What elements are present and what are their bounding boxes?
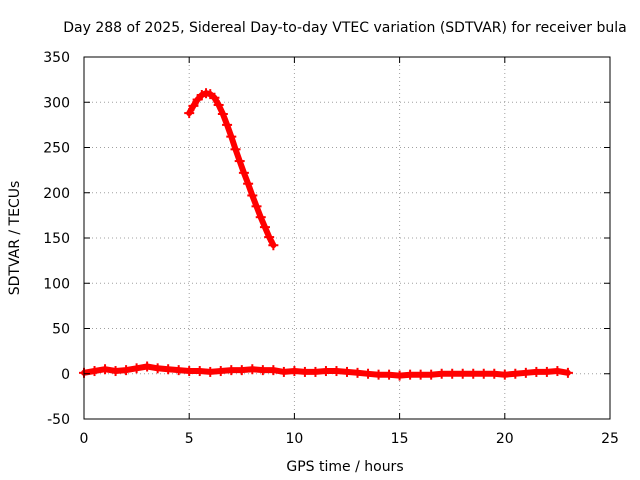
data-point — [510, 368, 521, 379]
data-point — [468, 368, 479, 379]
y-axis-label: SDTVAR / TECUs — [7, 181, 23, 296]
y-tick-label: 300 — [43, 95, 70, 111]
data-point — [541, 366, 552, 377]
data-point — [310, 366, 321, 377]
y-tick-label: -50 — [47, 412, 70, 428]
data-point — [236, 365, 247, 376]
y-tick-label: 50 — [52, 322, 70, 338]
data-point — [331, 366, 342, 377]
data-point — [100, 364, 111, 375]
data-point — [352, 367, 363, 378]
data-point — [247, 364, 258, 375]
data-point — [255, 212, 266, 223]
data-point — [562, 367, 573, 378]
data-point — [342, 366, 352, 377]
data-point — [363, 368, 374, 379]
data-point — [257, 365, 268, 376]
data-point — [373, 369, 384, 380]
data-point — [320, 366, 331, 377]
data-point — [436, 368, 447, 379]
y-tick-label: 250 — [43, 141, 70, 157]
data-point — [299, 366, 310, 377]
data-point — [289, 366, 300, 377]
x-axis-label: GPS time / hours — [286, 459, 403, 475]
data-point — [217, 109, 228, 120]
data-point — [173, 365, 184, 376]
data-point — [478, 368, 489, 379]
data-point — [457, 368, 468, 379]
data-point — [194, 366, 205, 377]
data-point — [222, 119, 233, 130]
x-tick-label: 15 — [391, 431, 409, 447]
data-point — [415, 369, 426, 380]
series-satellite-arc-high — [184, 88, 279, 251]
y-tick-label: 100 — [43, 276, 70, 292]
data-point — [447, 368, 458, 379]
data-point — [131, 363, 142, 374]
axis-ticks: 0 5 10 15 20 25 -50 0 50 100 150 200 250 300 350 — [43, 50, 619, 447]
data-point — [213, 99, 224, 110]
data-point — [110, 366, 121, 377]
data-point — [520, 367, 531, 378]
data-point — [247, 190, 258, 201]
data-point — [405, 369, 416, 380]
data-point — [121, 365, 132, 376]
data-point — [215, 366, 226, 377]
data-point — [531, 366, 542, 377]
series-line — [186, 90, 277, 249]
data-point — [268, 365, 279, 376]
y-tick-label: 200 — [43, 186, 70, 202]
data-point — [163, 364, 174, 375]
data-point — [278, 366, 289, 377]
x-tick-label: 5 — [185, 431, 194, 447]
data-point — [234, 156, 245, 167]
data-point — [209, 92, 220, 103]
data-point — [499, 369, 510, 380]
data-series — [79, 88, 573, 381]
data-point — [552, 366, 563, 377]
data-point — [184, 366, 195, 377]
x-tick-label: 0 — [80, 431, 89, 447]
data-point — [264, 232, 275, 243]
x-tick-label: 25 — [601, 431, 619, 447]
data-point — [188, 100, 199, 111]
data-point — [426, 369, 437, 380]
data-point — [184, 108, 195, 119]
x-tick-label: 10 — [285, 431, 303, 447]
data-point — [384, 369, 395, 380]
data-point — [226, 365, 237, 376]
data-point — [230, 144, 241, 155]
data-point — [243, 178, 254, 189]
x-tick-label: 20 — [496, 431, 514, 447]
chart-title: Day 288 of 2025, Sidereal Day-to-day VTE… — [63, 20, 626, 36]
grid-lines — [84, 57, 610, 419]
data-point — [205, 366, 216, 377]
data-point — [259, 222, 270, 233]
data-point — [268, 240, 279, 251]
data-point — [226, 131, 237, 142]
data-point — [142, 361, 153, 372]
data-point — [152, 363, 163, 374]
data-point — [238, 167, 249, 178]
y-tick-label: 150 — [43, 231, 70, 247]
y-tick-label: 0 — [61, 367, 70, 383]
data-point — [251, 201, 262, 212]
data-point — [89, 366, 100, 377]
data-point — [489, 368, 500, 379]
data-point — [394, 370, 405, 381]
plot-frame — [83, 56, 611, 420]
y-tick-label: 350 — [43, 50, 70, 66]
series-near-zero-arcs — [79, 361, 573, 381]
